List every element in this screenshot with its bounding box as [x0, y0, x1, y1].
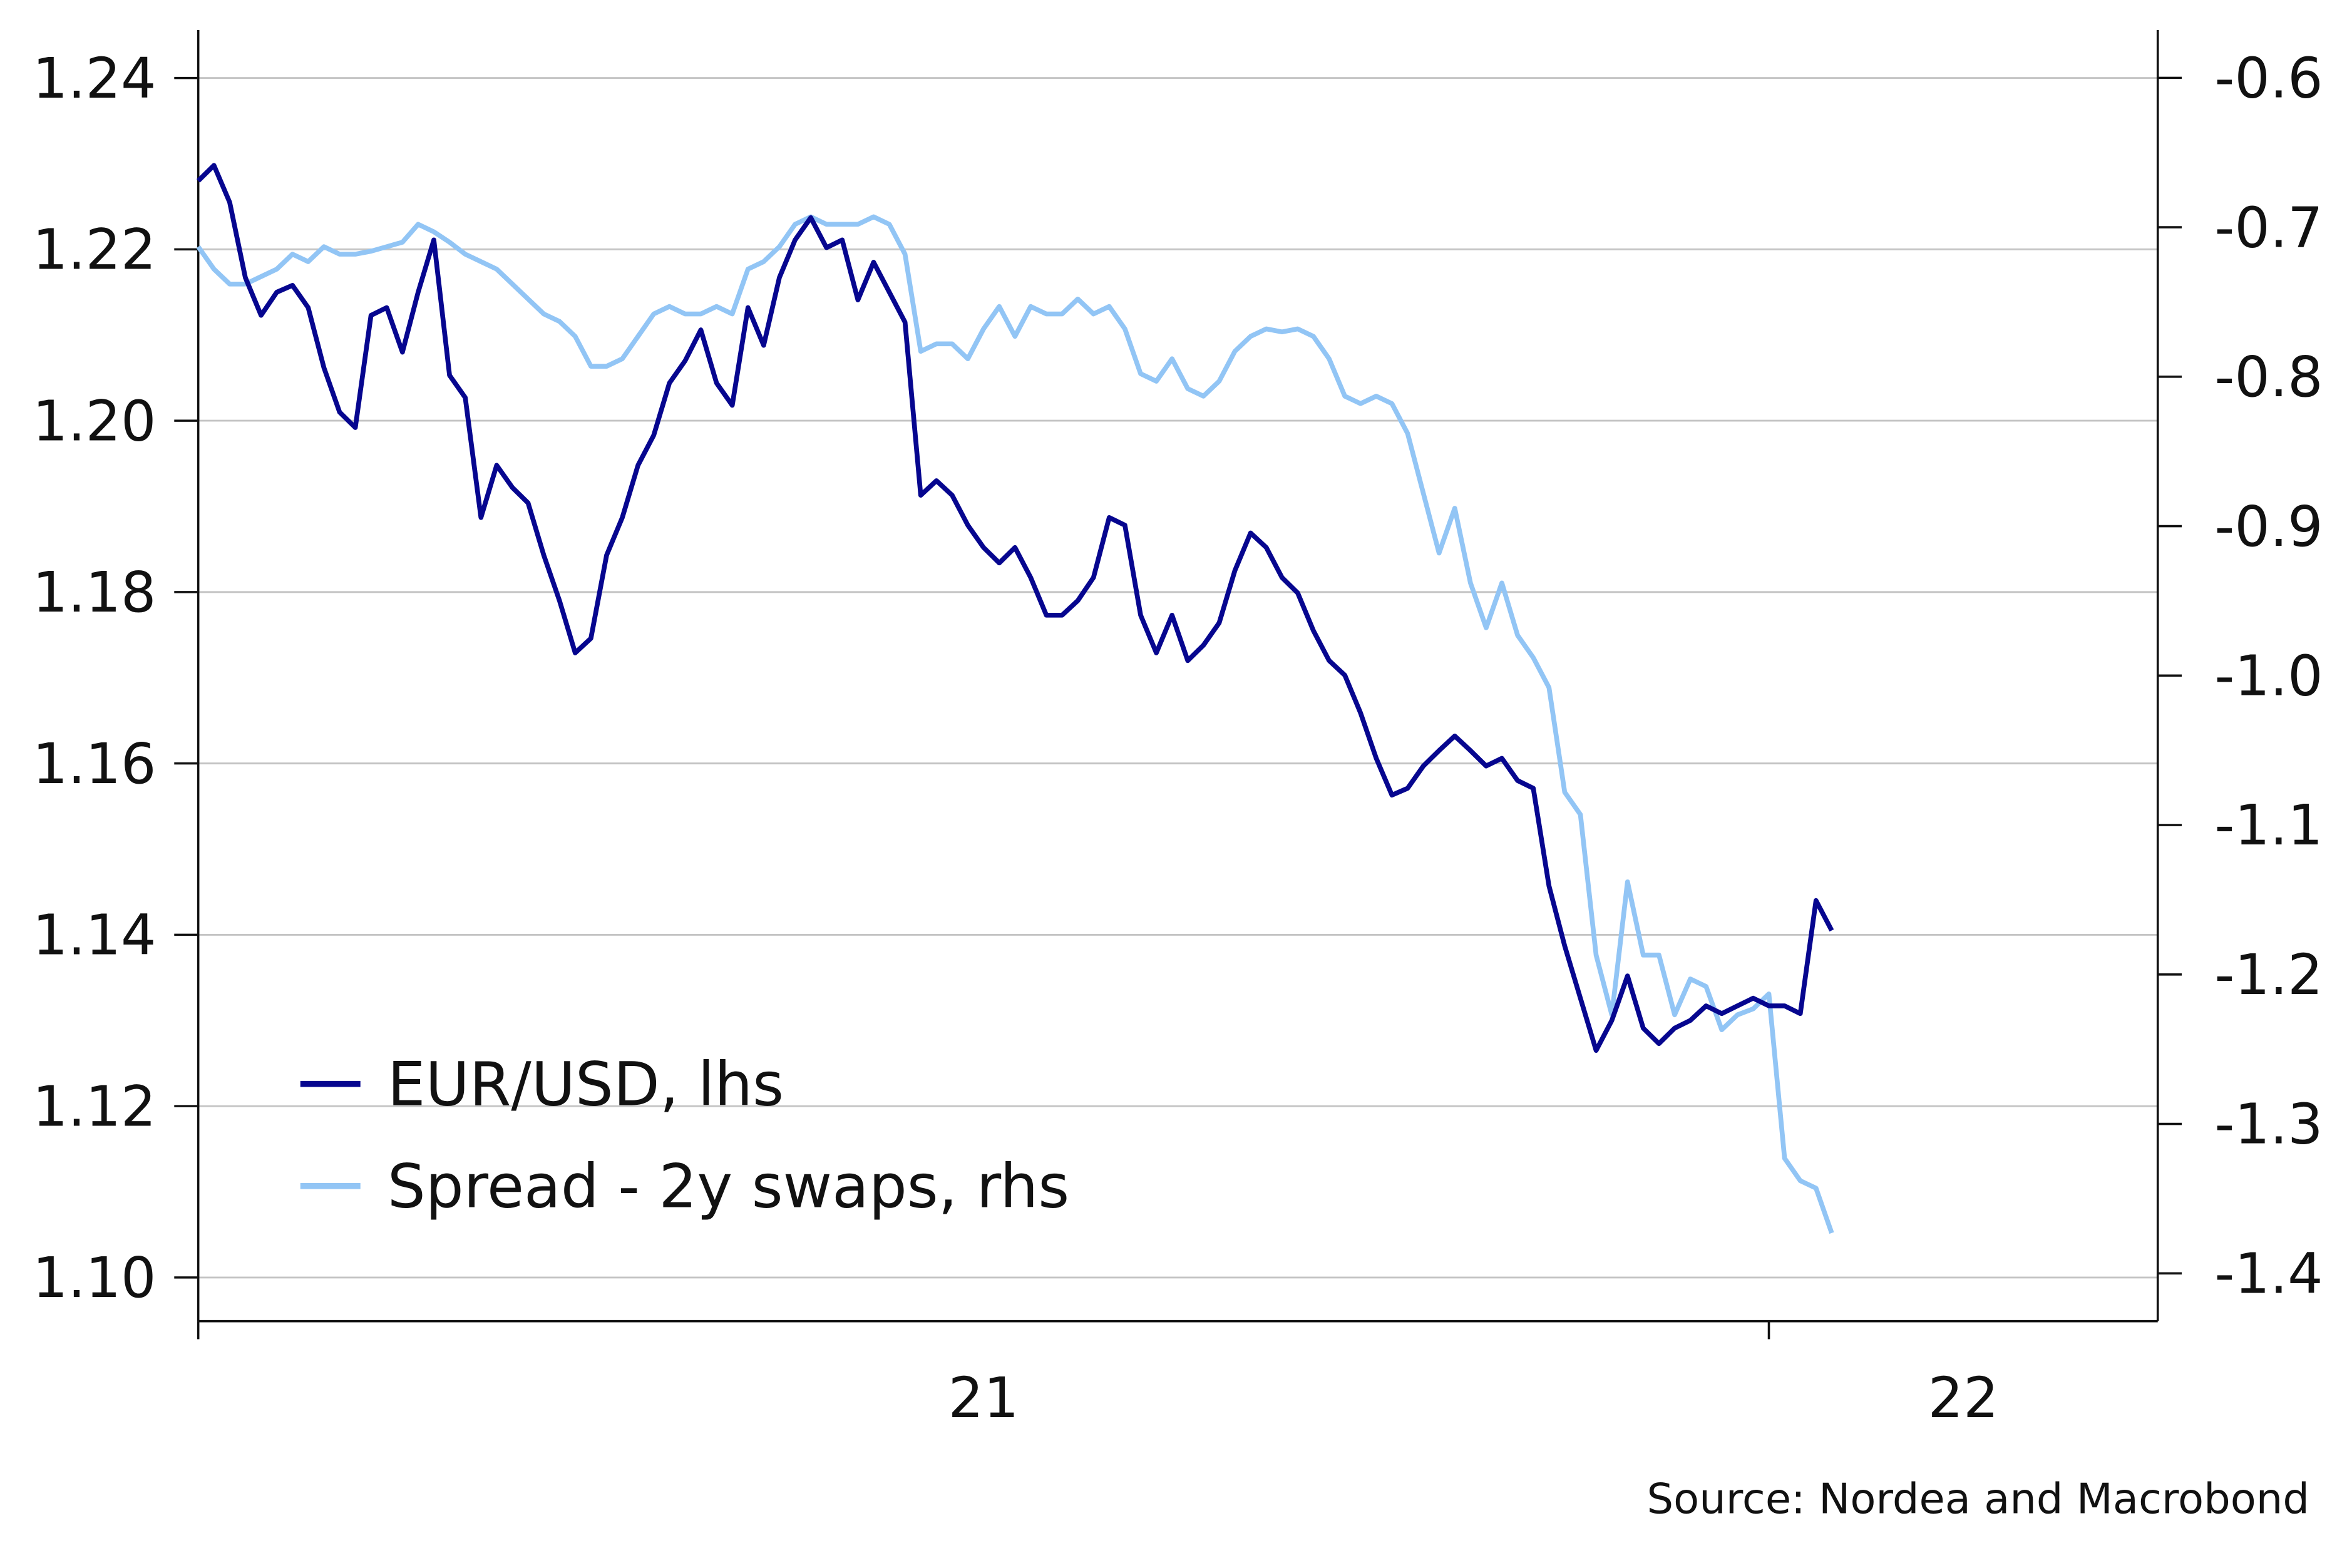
y-tick-label: 1.14	[33, 903, 157, 968]
y2-tick-label: -0.7	[2214, 195, 2323, 260]
y-tick-label: 1.22	[33, 218, 157, 282]
y-tick-label: 1.12	[33, 1074, 157, 1139]
y2-tick-label: -1.2	[2214, 943, 2323, 1007]
y-tick-label: 1.18	[33, 560, 157, 625]
legend-label: EUR/USD, lhs	[388, 1049, 784, 1119]
x-tick-label: 22	[1928, 1366, 1999, 1430]
y-tick-label: 1.16	[33, 732, 157, 796]
source: Source: Nordea and Macrobond	[1647, 1475, 2309, 1524]
y2-tick-label: -0.8	[2214, 345, 2323, 409]
y-tick-label: 1.24	[33, 46, 157, 111]
line-series	[196, 163, 1834, 1053]
legend-label: Spread - 2y swaps, rhs	[388, 1151, 1069, 1221]
y2-tick-label: -1.0	[2214, 644, 2323, 709]
y-tick-label: 1.20	[33, 389, 157, 453]
y2-tick-label: -1.4	[2214, 1241, 2323, 1306]
y2-tick-label: -1.1	[2214, 793, 2323, 858]
y2-tick-label: -0.9	[2214, 494, 2323, 559]
y2-tick-label: -1.3	[2214, 1092, 2323, 1157]
line-series	[196, 214, 1834, 1234]
y2-tick-label: -0.6	[2214, 46, 2323, 111]
y-tick-label: 1.10	[33, 1246, 157, 1310]
x-tick-label: 21	[948, 1366, 1019, 1430]
